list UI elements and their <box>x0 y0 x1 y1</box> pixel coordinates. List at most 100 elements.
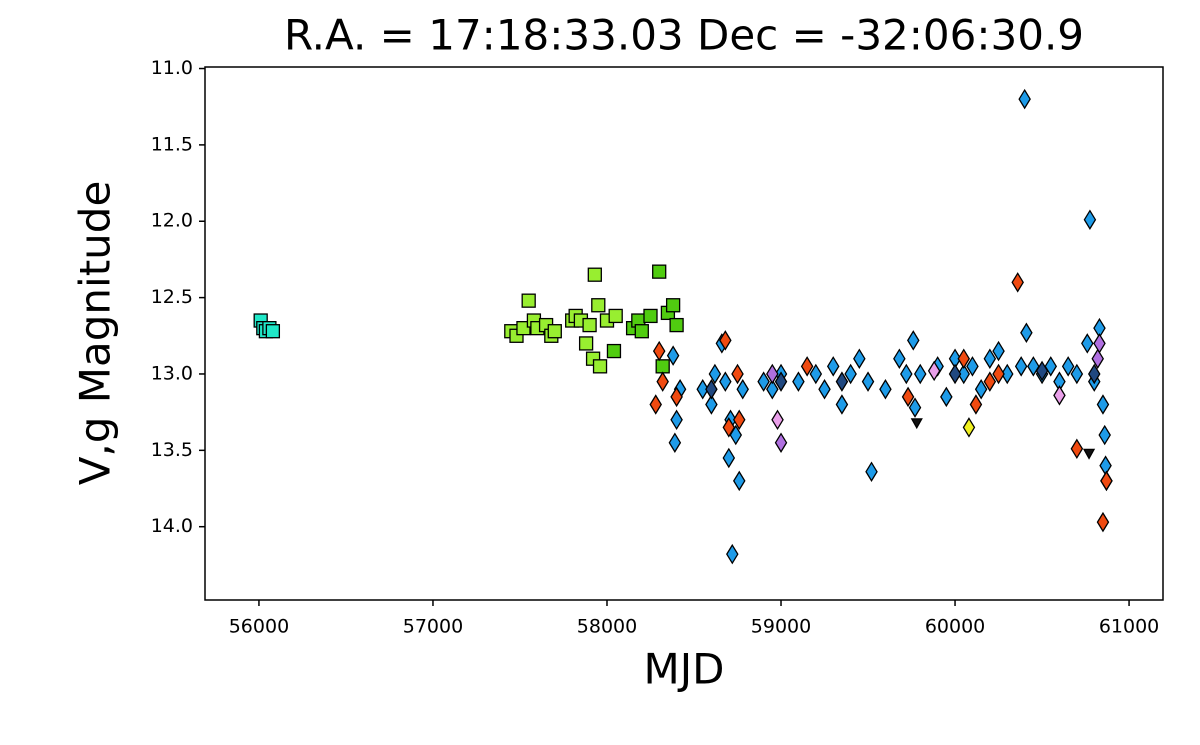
square-point <box>265 324 281 339</box>
square-point <box>655 359 670 374</box>
x-tick-label: 58000 <box>577 616 637 638</box>
x-tick-label: 61000 <box>1099 616 1159 638</box>
diamond-point <box>1070 438 1084 460</box>
diamond-point <box>1018 88 1031 110</box>
diamond-point <box>1020 322 1033 343</box>
diamond-point <box>1100 470 1113 492</box>
diamond-point <box>1098 424 1111 446</box>
diamond-point <box>992 340 1005 362</box>
diamond-point <box>736 378 749 400</box>
diamond-point <box>1061 356 1075 377</box>
diamond-point <box>1099 455 1112 476</box>
diamond-point <box>656 371 669 392</box>
x-tick-label: 59000 <box>751 616 811 638</box>
diamond-point <box>835 371 849 392</box>
y-tick-label: 12.5 <box>151 286 193 308</box>
diamond-point <box>1070 363 1084 385</box>
chart-title: R.A. = 17:18:33.03 Dec = -32:06:30.9 <box>284 11 1084 60</box>
diamond-point <box>1096 394 1110 415</box>
diamond-point <box>705 394 718 415</box>
diamond-point <box>722 447 736 469</box>
y-tick-label: 13.5 <box>151 439 193 461</box>
diamond-point <box>879 378 892 400</box>
diamond-point <box>800 356 814 377</box>
square-point <box>578 336 594 351</box>
diamond-point <box>992 363 1005 385</box>
diamond-point <box>893 348 906 369</box>
square-point <box>606 343 622 359</box>
diamond-point <box>649 394 662 415</box>
x-tick-label: 56000 <box>229 616 289 638</box>
diamond-point <box>1044 356 1058 377</box>
diamond-point <box>983 371 997 392</box>
diamond-point <box>983 348 997 369</box>
upper-limit-point <box>1082 448 1096 460</box>
square-point <box>582 317 597 333</box>
diamond-point <box>774 432 788 453</box>
diamond-point <box>900 363 913 385</box>
diamond-point <box>1096 511 1110 533</box>
x-tick-label: 60000 <box>925 616 985 638</box>
y-axis-label: V,g Magnitude <box>71 181 120 486</box>
square-point <box>652 264 667 279</box>
axes-frame <box>204 66 1164 601</box>
diamond-point <box>948 363 962 385</box>
diamond-point <box>1053 385 1066 406</box>
diamond-point <box>732 470 746 492</box>
diamond-point <box>957 348 971 369</box>
diamond-point <box>908 397 922 418</box>
diamond-point <box>719 371 732 392</box>
x-axis-label: MJD <box>644 645 725 694</box>
y-tick-label: 11.0 <box>151 57 193 79</box>
diamond-point <box>927 360 941 382</box>
diamond-point <box>853 348 866 369</box>
diamond-point <box>732 409 746 431</box>
diamond-point <box>861 371 875 392</box>
square-point <box>547 324 562 339</box>
y-tick-label: 13.0 <box>151 362 193 384</box>
diamond-point <box>792 371 805 392</box>
diamond-point <box>726 543 739 565</box>
square-point <box>669 317 684 333</box>
y-tick-label: 14.0 <box>151 515 193 537</box>
square-point <box>665 298 681 313</box>
upper-limit-point <box>910 418 923 430</box>
diamond-point <box>907 330 920 351</box>
diamond-point <box>835 394 849 415</box>
diamond-point <box>1091 348 1105 369</box>
diamond-point <box>705 378 718 400</box>
diamond-point <box>1083 209 1097 230</box>
diamond-point <box>668 432 682 453</box>
diamond-point <box>957 363 971 385</box>
diamond-point <box>1011 272 1024 293</box>
diamond-point <box>766 363 779 385</box>
diamond-point <box>826 356 840 377</box>
diamond-point <box>1087 363 1101 385</box>
diamond-point <box>966 356 979 377</box>
diamond-point <box>962 417 976 438</box>
diamond-point <box>1000 363 1014 385</box>
square-point <box>587 267 602 282</box>
diamond-point <box>1014 356 1028 377</box>
square-point <box>634 324 649 339</box>
x-tick-label: 57000 <box>403 616 463 638</box>
diamond-point <box>670 409 683 431</box>
diamond-point <box>974 378 988 400</box>
diamond-point <box>652 340 666 362</box>
diamond-point <box>719 330 732 351</box>
diamond-point <box>670 386 683 408</box>
diamond-point <box>865 461 878 482</box>
diamond-point <box>708 363 722 385</box>
diamond-point <box>1081 333 1094 354</box>
diamond-point <box>818 378 831 400</box>
diamond-point <box>731 363 744 385</box>
diamond-point <box>844 363 857 385</box>
square-point <box>643 308 658 324</box>
diamond-point <box>666 345 680 366</box>
square-point <box>521 293 536 308</box>
y-tick-label: 11.5 <box>151 133 193 155</box>
square-point <box>591 298 606 313</box>
diamond-point <box>1093 333 1106 354</box>
diamond-point <box>722 417 736 438</box>
